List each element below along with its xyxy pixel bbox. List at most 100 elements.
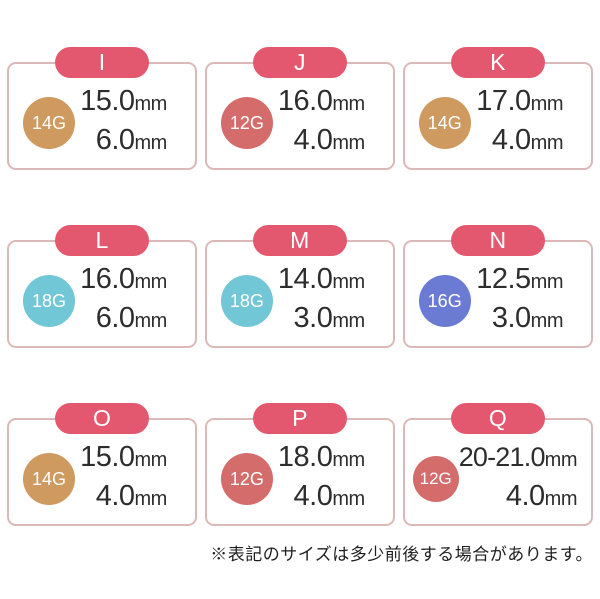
size-line-top: 15.0mm — [75, 84, 167, 123]
size-unit: mm — [332, 310, 365, 332]
gauge-badge: 16G — [418, 275, 471, 327]
gauge-badge: 12G — [220, 453, 273, 505]
size-unit: mm — [134, 449, 168, 471]
size-card-body: 14G 15.0mm 6.0mm — [7, 62, 197, 170]
gauge-badge: 18G — [23, 275, 75, 327]
size-letter-label: L — [95, 227, 109, 253]
size-line-top: 12.5mm — [471, 262, 563, 301]
size-card-body: 12G 16.0mm 4.0mm — [204, 62, 395, 170]
size-values: 16.0mm 6.0mm — [75, 262, 195, 340]
size-line-bottom: 4.0mm — [75, 479, 168, 518]
size-line-bottom: 4.0mm — [273, 123, 366, 162]
size-unit: mm — [530, 310, 564, 332]
size-value-top: 15.0 — [80, 441, 135, 473]
size-card: K 14G 17.0mm 4.0mm — [402, 47, 593, 170]
size-value-bottom: 3.0 — [491, 302, 531, 334]
size-line-top: 20-21.0mm — [458, 440, 578, 479]
size-card: I 14G 15.0mm 6.0mm — [7, 47, 197, 170]
size-values: 20-21.0mm 4.0mm — [459, 440, 591, 518]
size-value-top: 16.0 — [80, 263, 135, 295]
size-label-pill: I — [54, 47, 149, 78]
size-card-body: 12G 20-21.0mm 4.0mm — [402, 418, 593, 526]
size-letter-label: J — [294, 49, 306, 75]
size-values: 17.0mm 4.0mm — [471, 84, 591, 162]
size-unit: mm — [332, 132, 365, 154]
size-card: L 18G 16.0mm 6.0mm — [7, 225, 197, 348]
size-unit: mm — [332, 93, 365, 115]
size-letter-label: I — [98, 49, 106, 75]
size-card-body: 12G 18.0mm 4.0mm — [204, 418, 395, 526]
size-disclaimer-note: ※表記のサイズは多少前後する場合があります。 — [210, 545, 593, 564]
size-line-top: 17.0mm — [471, 84, 563, 123]
size-value-bottom: 3.0 — [293, 302, 333, 334]
size-line-bottom: 6.0mm — [75, 301, 168, 340]
size-letter-label: M — [290, 227, 310, 253]
size-unit: mm — [544, 449, 578, 471]
gauge-badge: 12G — [412, 456, 459, 502]
size-card: Q 12G 20-21.0mm 4.0mm — [402, 403, 593, 526]
size-unit: mm — [332, 271, 365, 293]
size-unit: mm — [530, 93, 564, 115]
size-value-top: 12.5 — [476, 263, 531, 295]
size-line-bottom: 6.0mm — [75, 123, 168, 162]
size-unit: mm — [134, 271, 168, 293]
size-unit: mm — [134, 488, 168, 510]
size-card: M 18G 14.0mm 3.0mm — [204, 225, 395, 348]
size-label-pill: M — [252, 225, 347, 256]
size-value-top: 14.0 — [277, 263, 333, 295]
size-line-bottom: 4.0mm — [459, 479, 578, 518]
size-card-body: 18G 14.0mm 3.0mm — [204, 240, 395, 348]
size-values: 14.0mm 3.0mm — [273, 262, 393, 340]
size-label-pill: K — [450, 47, 545, 78]
size-value-top: 16.0 — [277, 85, 333, 117]
size-value-top: 17.0 — [476, 85, 531, 117]
size-line-bottom: 3.0mm — [471, 301, 564, 340]
size-letter-label: N — [489, 227, 507, 253]
size-label-pill: Q — [450, 403, 545, 434]
size-values: 12.5mm 3.0mm — [471, 262, 591, 340]
size-unit: mm — [134, 310, 168, 332]
size-value-bottom: 4.0 — [293, 480, 333, 512]
size-line-bottom: 4.0mm — [273, 479, 366, 518]
gauge-badge: 14G — [23, 453, 75, 505]
size-value-top: 15.0 — [80, 85, 135, 117]
size-line-top: 16.0mm — [75, 262, 167, 301]
gauge-badge: 14G — [23, 97, 75, 149]
size-line-top: 15.0mm — [75, 440, 167, 479]
size-value-bottom: 4.0 — [293, 124, 333, 156]
size-values: 18.0mm 4.0mm — [273, 440, 393, 518]
size-card: P 12G 18.0mm 4.0mm — [204, 403, 395, 526]
size-card-body: 16G 12.5mm 3.0mm — [402, 240, 593, 348]
size-letter-label: Q — [488, 405, 507, 431]
size-card-grid: I 14G 15.0mm 6.0mm J 12G 16.0mm — [7, 47, 593, 526]
gauge-badge: 18G — [220, 275, 273, 327]
size-card-body: 18G 16.0mm 6.0mm — [7, 240, 197, 348]
gauge-badge: 14G — [418, 97, 471, 149]
size-card: O 14G 15.0mm 4.0mm — [7, 403, 197, 526]
size-value-bottom: 6.0 — [95, 302, 135, 334]
size-card-body: 14G 17.0mm 4.0mm — [402, 62, 593, 170]
size-line-top: 16.0mm — [273, 84, 365, 123]
size-label-pill: L — [54, 225, 149, 256]
size-value-bottom: 4.0 — [505, 480, 545, 512]
size-unit: mm — [530, 132, 564, 154]
size-card: J 12G 16.0mm 4.0mm — [204, 47, 395, 170]
size-label-pill: N — [450, 225, 545, 256]
size-unit: mm — [134, 93, 168, 115]
size-label-pill: O — [54, 403, 149, 434]
size-label-pill: P — [252, 403, 347, 434]
gauge-badge: 12G — [220, 97, 273, 149]
size-letter-label: P — [292, 405, 308, 431]
size-unit: mm — [530, 271, 564, 293]
size-value-bottom: 4.0 — [95, 480, 135, 512]
size-values: 15.0mm 6.0mm — [75, 84, 195, 162]
size-letter-label: K — [490, 49, 506, 75]
size-line-bottom: 3.0mm — [273, 301, 366, 340]
size-line-top: 14.0mm — [273, 262, 365, 301]
size-value-top: 20-21.0 — [458, 442, 546, 472]
size-label-pill: J — [252, 47, 347, 78]
size-card-body: 14G 15.0mm 4.0mm — [7, 418, 197, 526]
size-values: 16.0mm 4.0mm — [273, 84, 393, 162]
size-card: N 16G 12.5mm 3.0mm — [402, 225, 593, 348]
size-letter-label: O — [92, 405, 111, 431]
